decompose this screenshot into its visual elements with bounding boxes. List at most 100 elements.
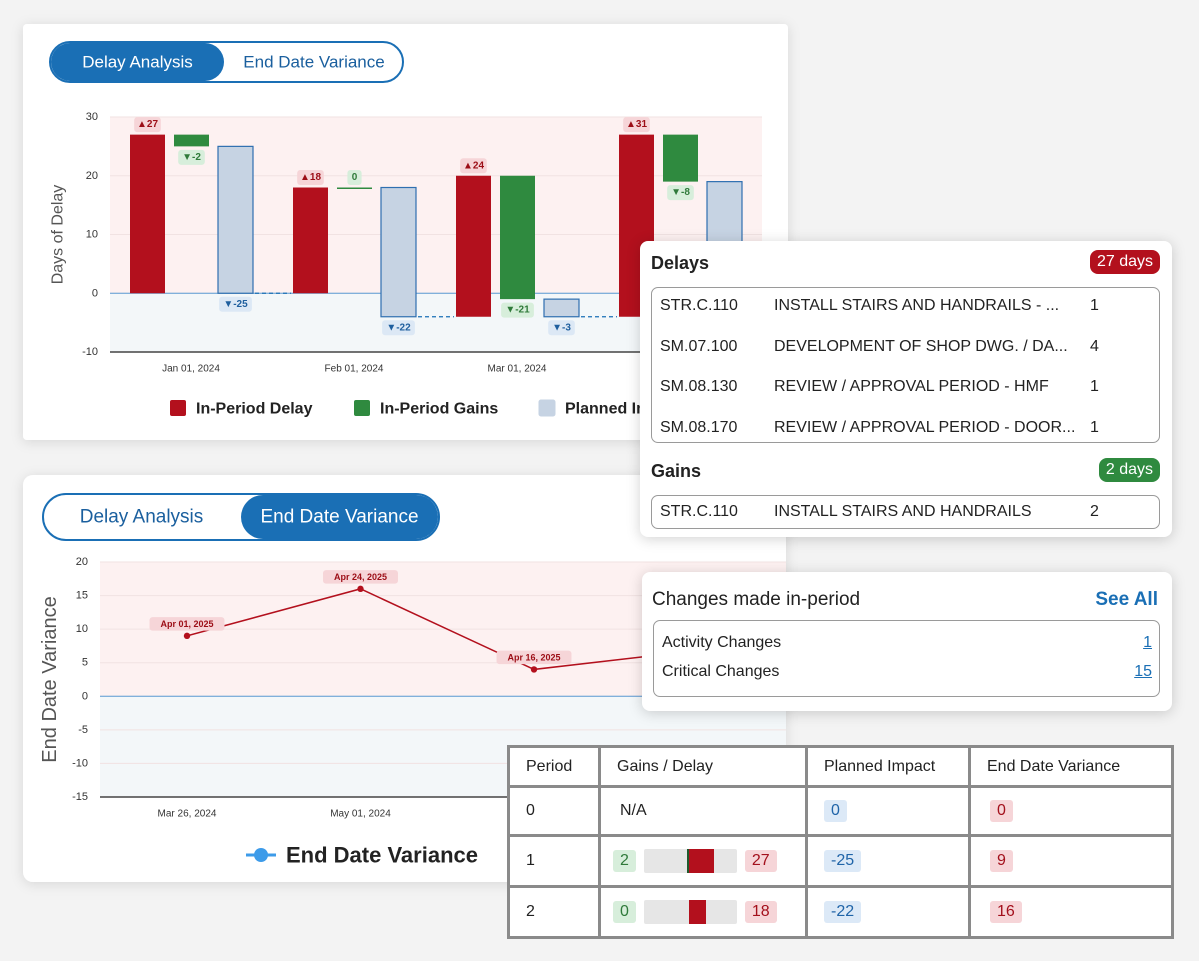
x-tick-label: Feb 01, 2024 (325, 364, 384, 375)
gains: 0 (613, 901, 636, 924)
planned-impact: 0 (824, 800, 847, 822)
changes-panel: Changes made in-period See All Activity … (642, 572, 1172, 711)
code: STR.C.110 (660, 503, 738, 520)
header: Period (507, 745, 601, 788)
delay-row: SM.08.130 REVIEW / APPROVAL PERIOD - HMF 1 (652, 378, 1159, 398)
header: End Date Variance (968, 745, 1174, 788)
point-annotation: Apr 24, 2025 (334, 572, 387, 582)
y-tick-label: 0 (82, 690, 88, 702)
header: Planned Impact (805, 745, 971, 788)
gains-badge: 2 days (1098, 458, 1160, 482)
delay: 18 (744, 901, 777, 924)
tab[interactable]: End Date Variance (243, 53, 384, 72)
value-label: ▼-3 (552, 322, 571, 333)
legend-label: In-Period Delay (196, 401, 313, 418)
x-tick-label: Mar 26, 2024 (158, 809, 217, 820)
point-annotation: Apr 16, 2025 (507, 652, 560, 662)
gain-row: STR.C.110 INSTALL STAIRS AND HANDRAILS 2 (652, 503, 1159, 523)
point-annotation-bg (149, 617, 225, 631)
code: SM.08.130 (660, 378, 738, 395)
y-axis-title: Days of Delay (50, 185, 67, 285)
delay-row: SM.08.170 REVIEW / APPROVAL PERIOD - DOOR… (652, 419, 1159, 439)
period: 0 (507, 785, 601, 837)
bar (174, 134, 209, 147)
count-link[interactable]: 1 (1143, 634, 1152, 651)
period: 2 (507, 885, 601, 939)
gains-delay: N/A (598, 785, 808, 837)
tab[interactable]: Delay Analysis (82, 53, 193, 72)
bar (380, 186, 417, 318)
value-label-bg (219, 296, 252, 312)
legend-marker (254, 848, 268, 862)
legend-swatch (538, 399, 556, 417)
count: 1 (1090, 419, 1099, 436)
y-tick-label: 10 (76, 623, 88, 635)
bar (217, 145, 254, 294)
change-row: Critical Changes 15 (654, 663, 1159, 683)
see-all-link[interactable]: See All (1095, 589, 1158, 610)
mini-bar (643, 900, 737, 924)
y-tick-label: -10 (72, 757, 88, 769)
end-date-variance: 0 (990, 800, 1013, 822)
legend-label: End Date Variance (286, 843, 478, 868)
y-tick-label: 20 (76, 556, 88, 568)
code: SM.07.100 (660, 338, 738, 355)
desc: REVIEW / APPROVAL PERIOD - HMF (774, 378, 1049, 395)
series-line (186, 588, 708, 671)
value-label: ▼-21 (505, 305, 530, 316)
count-link[interactable]: 15 (1134, 663, 1152, 680)
y-tick-label: -5 (78, 724, 88, 736)
planned-impact: -22 (824, 901, 862, 923)
y-tick-label: 20 (86, 170, 98, 182)
value-label-bg (297, 170, 324, 185)
delays-panel: Delays 27 days STR.C.110 INSTALL STAIRS A… (640, 241, 1172, 537)
count: 1 (1090, 297, 1099, 314)
table-row: 0 N/A 0 0 (507, 785, 1174, 837)
gains-segment (687, 849, 689, 873)
value-label: ▼-2 (182, 152, 201, 163)
delay: 27 (744, 850, 777, 873)
changes-list: Activity Changes 1 Critical Changes 15 (653, 620, 1160, 697)
bar (663, 134, 698, 182)
bar (293, 187, 328, 294)
desc: REVIEW / APPROVAL PERIOD - DOOR... (774, 419, 1076, 436)
label: Critical Changes (662, 663, 780, 680)
y-tick-label: 5 (82, 657, 88, 669)
bar (500, 175, 535, 300)
change-row: Activity Changes 1 (654, 634, 1159, 654)
value-label: ▲18 (300, 172, 321, 183)
y-tick-label: 0 (92, 287, 98, 299)
tab[interactable]: Delay Analysis (80, 507, 204, 528)
desc: INSTALL STAIRS AND HANDRAILS (774, 503, 1032, 520)
count: 1 (1090, 378, 1099, 395)
bar (456, 175, 491, 317)
value-label-bg (667, 185, 694, 201)
bar (130, 134, 165, 294)
value-label: ▼-25 (223, 299, 248, 310)
x-tick-label: Jan 01, 2024 (162, 364, 220, 375)
table-row: 1 2 27 -25 9 (507, 834, 1174, 888)
legend-swatch (170, 400, 186, 416)
delay-row: SM.07.100 DEVELOPMENT OF SHOP DWG. / DA..… (652, 338, 1159, 358)
gains-list: STR.C.110 INSTALL STAIRS AND HANDRAILS 2 (651, 495, 1160, 529)
code: SM.08.170 (660, 419, 738, 436)
delays-title: Delays (651, 253, 710, 273)
tab[interactable]: End Date Variance (260, 507, 418, 528)
value-label-bg (501, 302, 534, 318)
value-label: ▲24 (463, 160, 484, 171)
bar (543, 298, 580, 318)
x-tick-label: Mar 01, 2024 (488, 364, 547, 375)
period: 1 (507, 834, 601, 888)
header-row: Period Gains / Delay Planned Impact End … (507, 745, 1174, 788)
mini-bar (643, 849, 737, 873)
count: 2 (1090, 503, 1099, 520)
changes-title: Changes made in-period (652, 589, 861, 610)
delays-list: STR.C.110 INSTALL STAIRS AND HANDRAILS - … (651, 287, 1160, 443)
end-date-variance: 16 (990, 901, 1022, 923)
planned-impact: -25 (824, 850, 862, 872)
value-label-bg (623, 117, 650, 133)
table-row: 2 0 18 -22 16 (507, 885, 1174, 939)
value-label: ▼-22 (386, 322, 411, 333)
value-label: 0 (352, 172, 358, 183)
